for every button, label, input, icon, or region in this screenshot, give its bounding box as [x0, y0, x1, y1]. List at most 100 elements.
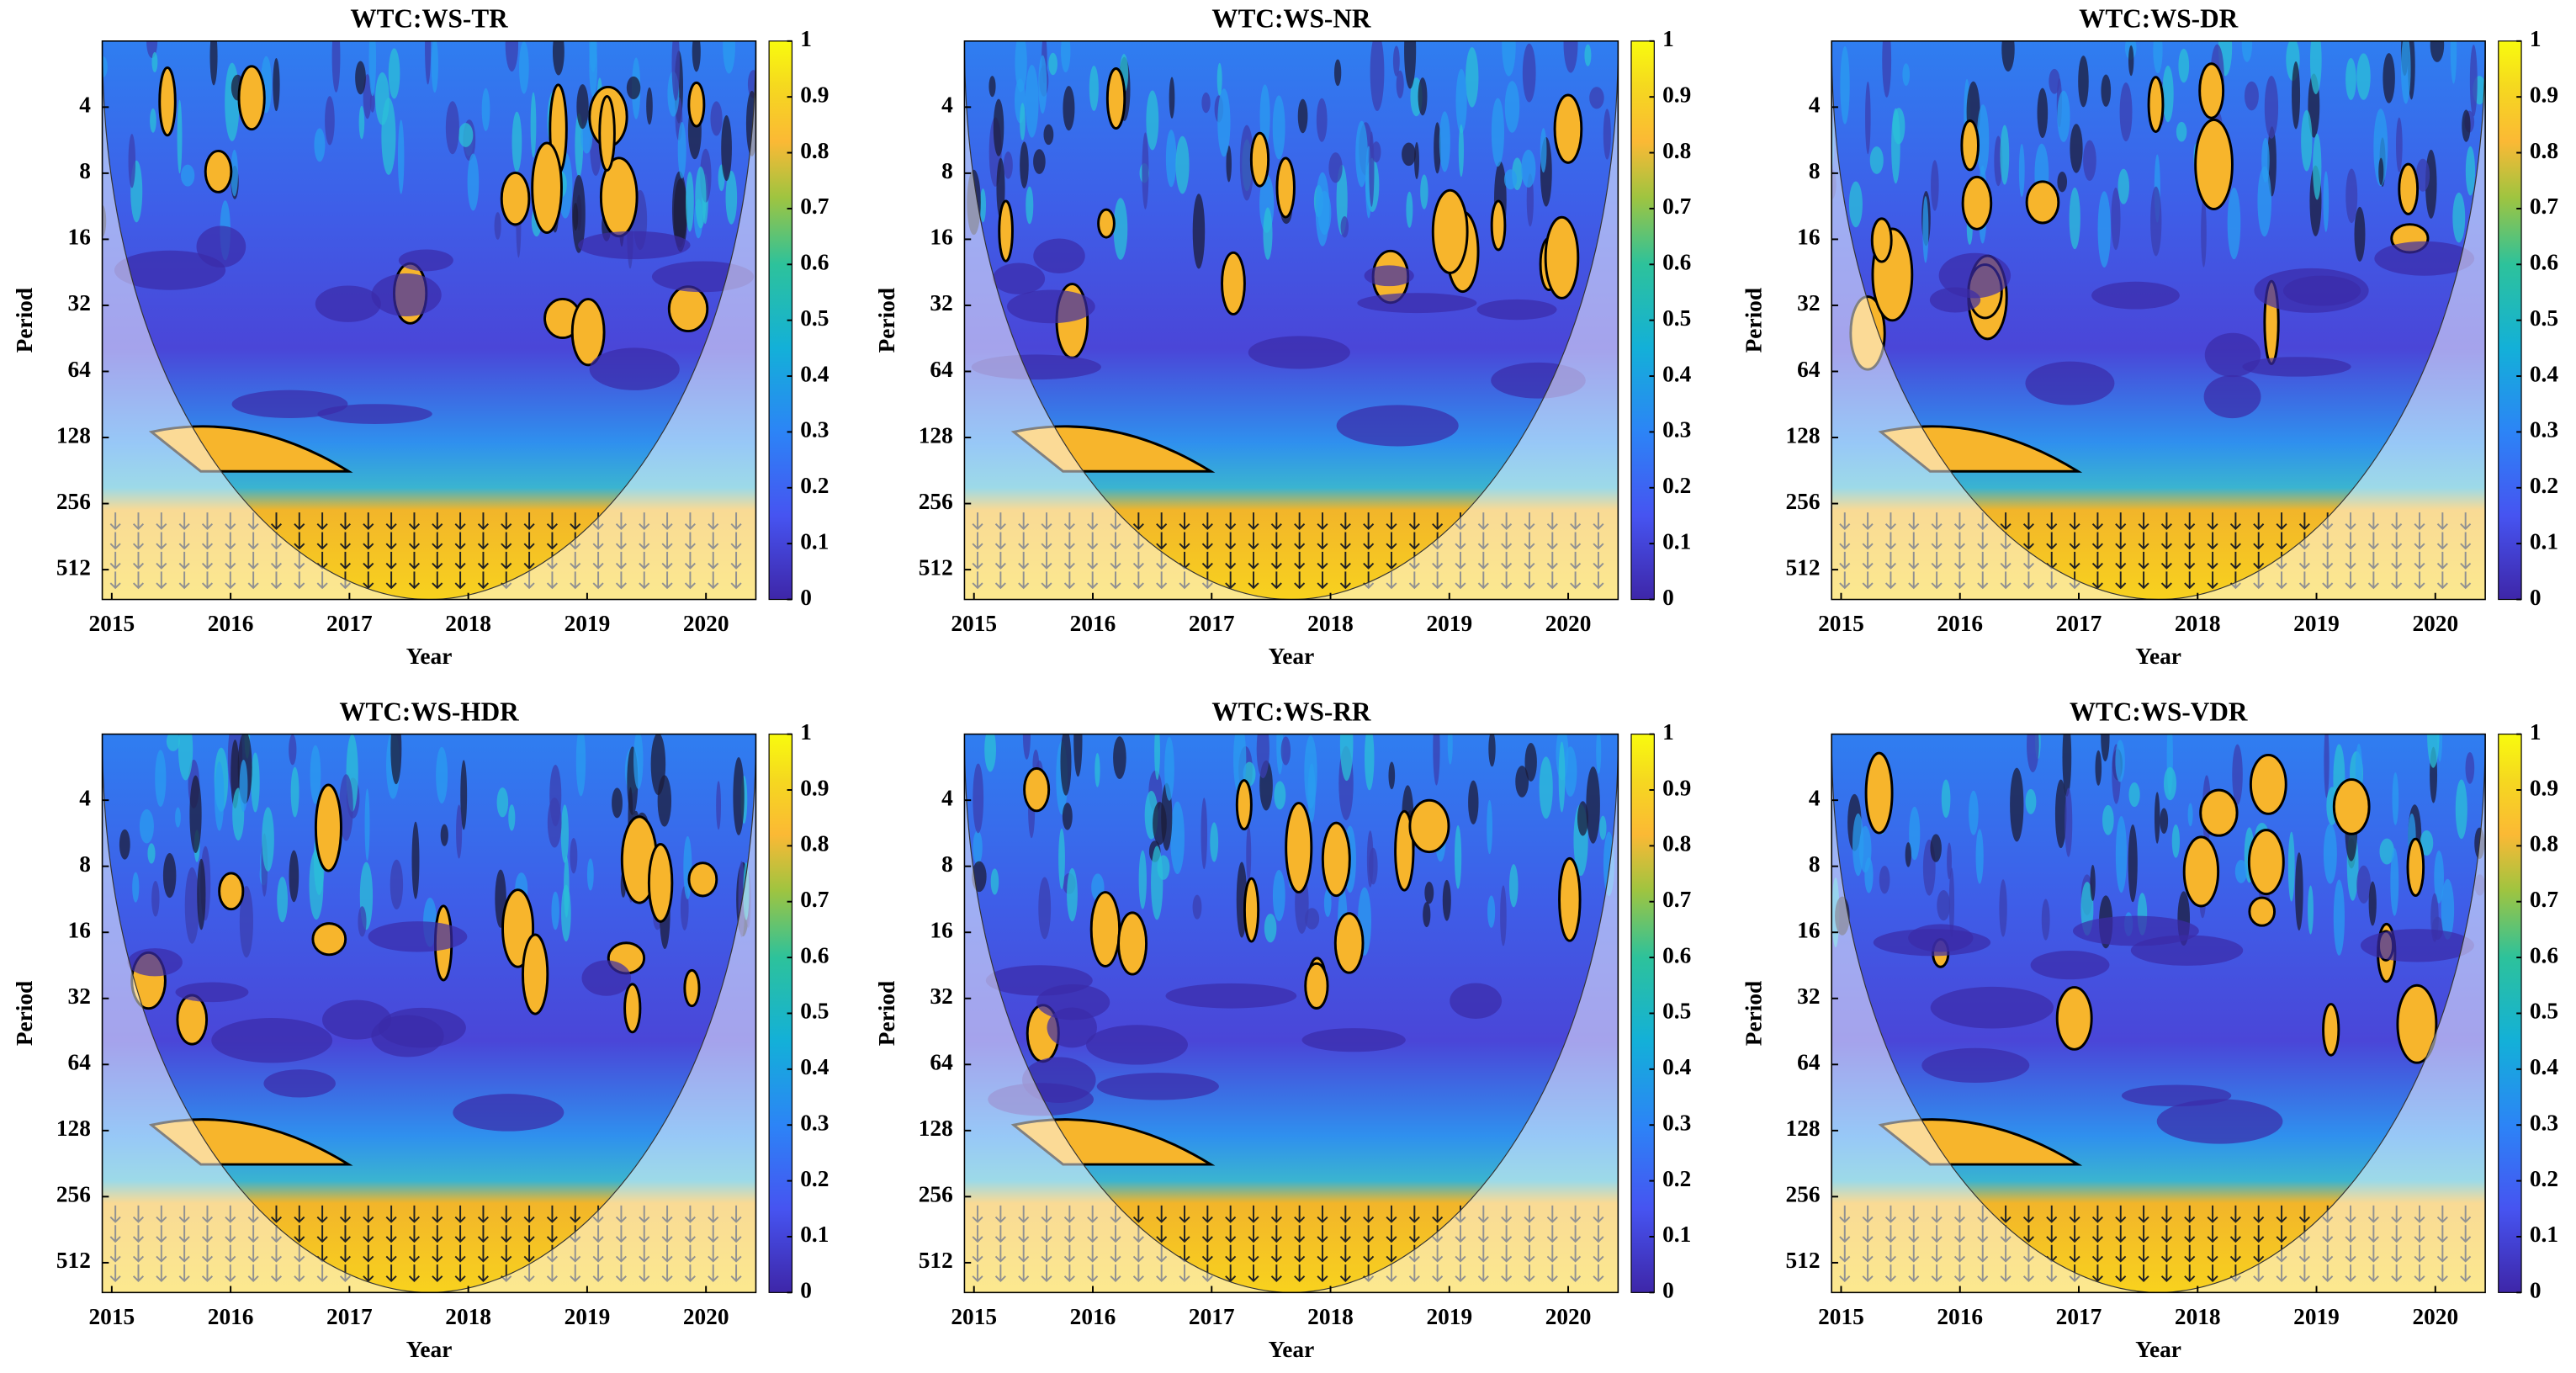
- texture-streak: [2301, 109, 2313, 172]
- texture-streak: [2356, 865, 2372, 904]
- significant-region: [1023, 766, 1051, 813]
- texture-streak: [1369, 131, 1375, 207]
- colorbar-tick-label: 0.9: [2530, 82, 2558, 107]
- phase-arrow: [2091, 1264, 2103, 1283]
- y-tick-label: 4: [941, 93, 953, 118]
- texture-streak: [2462, 109, 2471, 142]
- phase-arrow: [1408, 1225, 1420, 1243]
- significant-region: [1864, 751, 1894, 835]
- texture-streak: [733, 757, 745, 835]
- texture-streak: [1304, 908, 1320, 930]
- low-region: [1096, 1073, 1219, 1100]
- phase-arrow: [1386, 1205, 1397, 1223]
- texture-streak: [2162, 66, 2174, 123]
- phase-arrow: [2160, 571, 2172, 590]
- low-region: [1336, 405, 1459, 447]
- texture-streak: [1038, 877, 1052, 940]
- texture-streak: [1226, 145, 1232, 183]
- colorbar: [768, 734, 793, 1293]
- texture-streak: [431, 40, 438, 93]
- texture-streak: [2069, 187, 2080, 250]
- low-region: [1301, 1028, 1406, 1052]
- chart-title: WTC:WS-VDR: [2070, 697, 2248, 726]
- significant-region: [623, 983, 642, 1034]
- colorbar-tick-label: 0.4: [1662, 361, 1691, 386]
- texture-streak: [1488, 734, 1496, 767]
- y-tick-label: 512: [1785, 1248, 1820, 1273]
- phase-arrow: [432, 1225, 443, 1243]
- panel: WTC:WS-HDR 4 8 16 32 64 128 256 512 2015 2016 2017 2…: [12, 697, 830, 1362]
- significant-region: [647, 843, 674, 923]
- colorbar-tick-label: 0.4: [800, 361, 829, 386]
- y-tick-label: 512: [56, 554, 91, 580]
- colorbar-tick-label: 0.6: [1662, 942, 1691, 967]
- texture-streak: [2244, 81, 2259, 111]
- low-region: [263, 1069, 336, 1098]
- low-region: [2072, 915, 2199, 946]
- significant-region: [1960, 119, 1980, 172]
- texture-streak: [445, 101, 459, 155]
- low-region: [581, 960, 632, 996]
- texture-streak: [2000, 125, 2010, 185]
- texture-streak: [151, 51, 158, 72]
- texture-streak: [2452, 192, 2466, 243]
- texture-streak: [725, 171, 738, 225]
- phase-arrow: [432, 532, 443, 550]
- texture-streak: [1307, 763, 1316, 823]
- phase-arrow: [454, 1225, 466, 1243]
- texture-streak: [1848, 181, 1863, 228]
- low-region: [231, 390, 348, 419]
- low-region: [1165, 983, 1297, 1009]
- phase-arrow: [1270, 1205, 1282, 1223]
- phase-arrow: [1225, 1205, 1237, 1223]
- y-tick-label: 256: [1785, 1182, 1820, 1207]
- phase-arrow: [477, 551, 489, 570]
- colorbar-tick-label: 1: [2530, 26, 2542, 51]
- y-tick-label: 8: [941, 158, 953, 183]
- phase-arrow: [339, 1225, 352, 1243]
- colorbar-tick-label: 0.6: [800, 942, 829, 967]
- texture-streak: [1596, 734, 1602, 774]
- x-tick-label: 2015: [1818, 611, 1864, 636]
- texture-streak: [2049, 68, 2060, 94]
- colorbar-tick-label: 0.1: [800, 528, 829, 554]
- texture-streak: [1840, 45, 1850, 125]
- y-axis-label: Period: [874, 981, 899, 1046]
- significant-region: [2249, 753, 2287, 815]
- texture-streak: [508, 804, 516, 831]
- colorbar-tick-label: 0.3: [1662, 1110, 1691, 1135]
- texture-streak: [390, 859, 404, 910]
- y-tick-label: 32: [930, 290, 952, 315]
- texture-streak: [710, 101, 723, 136]
- phase-arrow: [2091, 551, 2103, 570]
- phase-arrow: [523, 512, 535, 530]
- texture-streak: [2356, 53, 2371, 100]
- significant-region: [1275, 156, 1296, 219]
- y-tick-label: 4: [79, 93, 91, 118]
- texture-streak: [2097, 191, 2112, 268]
- x-tick-label: 2020: [2412, 1304, 2458, 1329]
- texture-streak: [2390, 848, 2399, 916]
- y-tick-label: 512: [919, 554, 953, 580]
- phase-arrow: [1270, 1264, 1282, 1283]
- texture-streak: [458, 123, 474, 147]
- texture-streak: [723, 40, 735, 74]
- phase-arrow: [2000, 1205, 2012, 1223]
- texture-streak: [1455, 68, 1467, 134]
- phase-arrow: [2207, 1205, 2218, 1223]
- colorbar-tick-label: 0.5: [1662, 305, 1691, 331]
- y-tick-label: 128: [919, 422, 953, 448]
- phase-arrow: [2207, 512, 2218, 530]
- texture-streak: [1272, 869, 1285, 921]
- phase-arrow: [1248, 551, 1259, 570]
- phase-arrow: [2022, 1225, 2034, 1243]
- texture-streak: [1113, 736, 1126, 779]
- panel: WTC:WS-VDR 4 8 16 32 64 128 256 512 2015 2016 2017 2…: [1741, 697, 2559, 1362]
- low-region: [2025, 361, 2115, 406]
- low-region: [2030, 950, 2110, 980]
- phase-arrow: [1339, 1264, 1351, 1283]
- colorbar-tick-label: 0.7: [2530, 887, 2558, 912]
- colorbar-tick-label: 0.3: [2530, 1110, 2558, 1135]
- panel: WTC:WS-NR 4 8 16 32 64 128 256 512 2015 2016 2017 20…: [874, 4, 1692, 670]
- colorbar-tick-label: 0.9: [2530, 775, 2558, 800]
